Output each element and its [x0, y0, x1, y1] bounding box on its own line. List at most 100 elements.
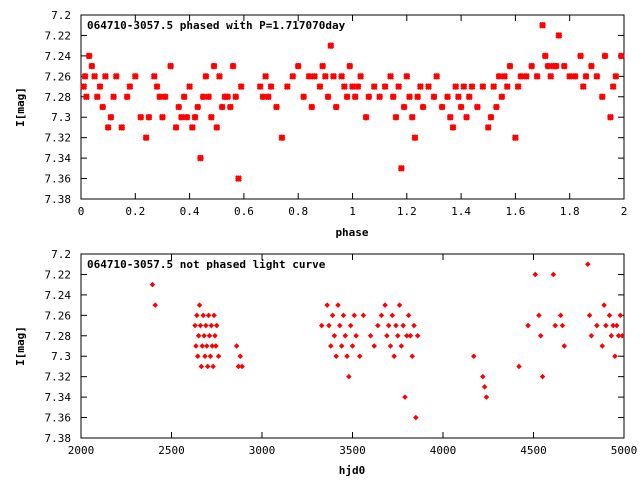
data-point [197, 154, 204, 162]
data-point [186, 83, 193, 90]
chart-title: 064710-3057.5 not phased light curve [87, 258, 326, 271]
data-point [612, 353, 618, 359]
data-point [183, 113, 191, 121]
data-point [606, 312, 613, 319]
data-point [528, 62, 535, 70]
x-tick-label: 0.6 [234, 205, 254, 218]
y-tick-label: 7.32 [45, 371, 72, 384]
data-point [152, 302, 158, 308]
data-point [319, 62, 326, 70]
data-point [83, 93, 90, 101]
data-point [327, 42, 335, 49]
data-point [550, 271, 557, 278]
data-point [197, 322, 204, 329]
data-point [331, 333, 338, 339]
y-axis-ticks: 7.2 7.22 7.24 7.26 7.28 7.3 7.32 7.34 7.36 7.38 [45, 248, 624, 445]
data-point [330, 73, 337, 80]
data-point [460, 83, 468, 90]
data-point [196, 302, 203, 308]
data-point [400, 322, 406, 329]
y-tick-label: 7.3 [51, 111, 71, 124]
data-point [102, 73, 109, 80]
data-point [455, 93, 462, 101]
data-point [378, 312, 385, 319]
data-point [408, 113, 416, 121]
data-point [539, 373, 546, 380]
data-point [394, 333, 401, 339]
data-point [194, 353, 201, 359]
data-points [80, 21, 625, 182]
data-point [206, 333, 213, 339]
data-point [571, 73, 579, 80]
data-point [392, 113, 400, 121]
data-point [338, 73, 345, 80]
data-point [516, 363, 522, 370]
data-point [342, 333, 349, 339]
data-point [344, 353, 350, 359]
data-point [202, 73, 210, 80]
data-point [365, 93, 373, 101]
data-point [199, 93, 207, 101]
data-point [376, 93, 383, 101]
data-point [381, 83, 389, 90]
y-tick-label: 7.26 [45, 309, 72, 322]
data-point [389, 93, 397, 101]
data-point [142, 134, 150, 141]
data-point [533, 73, 541, 80]
chart-title: 064710-3057.5 phased with P=1.717070day [87, 19, 346, 32]
data-point [195, 333, 202, 339]
data-point [395, 83, 402, 90]
y-tick-label: 7.24 [45, 50, 72, 63]
data-point [205, 93, 212, 101]
y-tick-label: 7.24 [45, 289, 72, 302]
data-point [346, 62, 354, 70]
data-point [385, 322, 392, 329]
data-point [256, 83, 264, 90]
data-point [387, 343, 394, 349]
data-point [495, 73, 503, 80]
data-point [598, 93, 606, 101]
data-point [561, 343, 568, 349]
data-point [617, 312, 624, 319]
data-point [398, 165, 405, 172]
data-point [391, 353, 397, 359]
data-point [337, 322, 343, 329]
data-point [404, 333, 410, 339]
data-point [619, 333, 625, 339]
data-point [487, 113, 495, 121]
data-point [316, 83, 324, 90]
data-point [346, 373, 352, 380]
data-point [289, 73, 297, 80]
data-point [532, 271, 539, 278]
data-point [360, 312, 367, 319]
data-point [239, 363, 245, 370]
data-point [444, 93, 451, 101]
data-point [405, 312, 412, 319]
data-point [351, 312, 358, 319]
data-point [400, 103, 408, 111]
data-point [153, 83, 161, 90]
data-point [351, 93, 359, 101]
data-point [145, 113, 153, 121]
data-point [207, 353, 214, 359]
x-tick-label: 0.8 [288, 205, 308, 218]
y-tick-label: 7.28 [45, 91, 72, 104]
data-point [577, 52, 584, 60]
data-point [375, 322, 381, 329]
data-point [594, 322, 600, 329]
data-point [338, 343, 345, 349]
y-tick-label: 7.36 [45, 412, 72, 425]
data-point [559, 322, 566, 329]
data-point [213, 124, 221, 131]
data-point [305, 73, 313, 80]
x-tick-label: 2 [621, 205, 628, 218]
data-point [354, 83, 362, 90]
data-point [615, 333, 622, 339]
data-point [481, 384, 488, 390]
data-point [438, 103, 446, 111]
data-point [356, 353, 363, 359]
data-point [123, 93, 131, 101]
data-point [137, 113, 145, 121]
data-point [601, 302, 607, 308]
data-point [194, 312, 200, 319]
